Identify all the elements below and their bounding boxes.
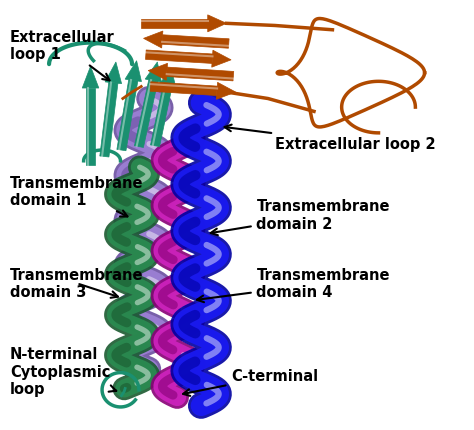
Polygon shape	[216, 83, 236, 100]
Text: Transmembrane
domain 3: Transmembrane domain 3	[10, 267, 144, 300]
Polygon shape	[141, 19, 208, 29]
Polygon shape	[208, 16, 227, 33]
Text: C-terminal: C-terminal	[183, 368, 318, 396]
Polygon shape	[146, 51, 213, 64]
Polygon shape	[82, 67, 99, 89]
Polygon shape	[117, 80, 138, 151]
Polygon shape	[125, 61, 141, 83]
Polygon shape	[150, 83, 217, 96]
Polygon shape	[166, 68, 234, 82]
Polygon shape	[144, 32, 163, 49]
Polygon shape	[86, 89, 95, 166]
Polygon shape	[151, 86, 172, 147]
Text: Transmembrane
domain 1: Transmembrane domain 1	[10, 175, 144, 217]
Polygon shape	[162, 36, 229, 49]
Polygon shape	[105, 63, 122, 84]
Text: Transmembrane
domain 4: Transmembrane domain 4	[197, 267, 390, 302]
Polygon shape	[212, 51, 231, 68]
Text: N-terminal
Cytoplasmic
loop: N-terminal Cytoplasmic loop	[10, 347, 117, 396]
Polygon shape	[135, 80, 158, 148]
Polygon shape	[100, 83, 118, 158]
Text: Extracellular loop 2: Extracellular loop 2	[225, 125, 436, 152]
Text: Transmembrane
domain 2: Transmembrane domain 2	[211, 199, 390, 236]
Polygon shape	[148, 64, 167, 81]
Polygon shape	[159, 69, 176, 88]
Polygon shape	[145, 63, 162, 83]
Text: Extracellular
loop 1: Extracellular loop 1	[10, 30, 115, 81]
